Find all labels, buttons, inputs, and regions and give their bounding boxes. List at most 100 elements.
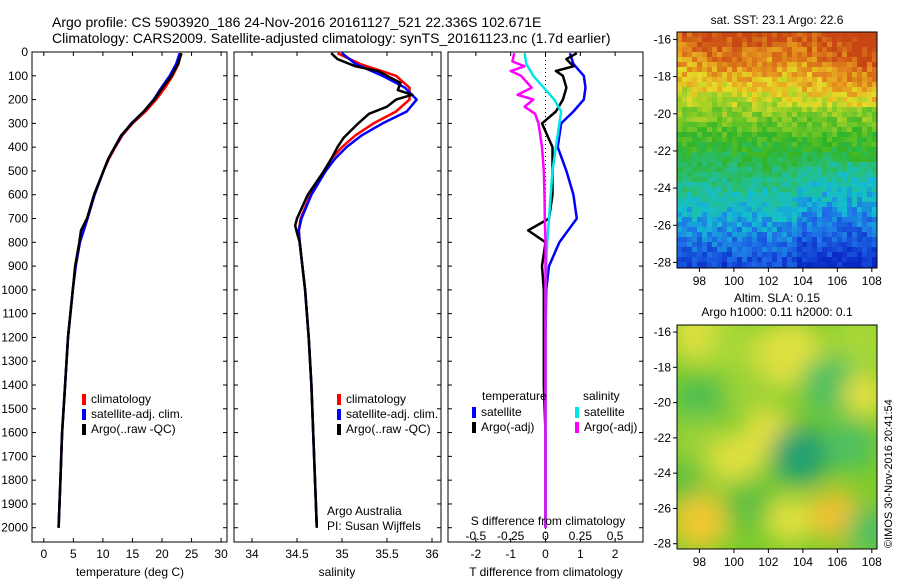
- y-tick-label: 1900: [1, 497, 28, 511]
- t-difference-label: T difference from climatology: [469, 565, 623, 579]
- map-y-tick-label: -24: [654, 181, 672, 195]
- series-line: [509, 52, 547, 528]
- map-y-tick-label: -18: [654, 360, 672, 374]
- x-tick-label: 35: [335, 547, 349, 561]
- map-y-tick-label: -16: [654, 325, 672, 339]
- y-tick-label: 1500: [1, 402, 28, 416]
- map-y-tick-label: -18: [654, 70, 672, 84]
- x-tick-label: 5: [70, 547, 77, 561]
- map-y-tick-label: -28: [654, 537, 672, 551]
- difference-axis-ticks: -2 -1 0 1 2 -0.5 -0.25 0 0.25 0.5: [448, 51, 643, 561]
- x-tick-label: 34: [245, 547, 259, 561]
- x-tick-label: -2: [471, 547, 482, 561]
- legend-swatch: [82, 424, 86, 435]
- map-y-tick-label: -24: [654, 466, 672, 480]
- map-x-tick-label: 100: [724, 555, 744, 569]
- y-tick-label: 1000: [1, 283, 28, 297]
- map-y-tick-label: -22: [654, 431, 672, 445]
- sla-map-frame: [676, 324, 878, 550]
- map-y-tick-label: -26: [654, 218, 672, 232]
- legend-label: satellite: [584, 405, 625, 419]
- y-tick-label: 900: [8, 259, 28, 273]
- y-tick-label: 2000: [1, 521, 28, 535]
- pi-label: PI: Susan Wijffels: [327, 519, 421, 533]
- y-tick-label: 1200: [1, 330, 28, 344]
- map-y-tick-label: -26: [654, 501, 672, 515]
- map-x-tick-label: 98: [693, 274, 707, 288]
- salinity-lines: [293, 52, 418, 528]
- x-tick-label: 0: [542, 547, 549, 561]
- map-x-tick-label: 104: [793, 555, 813, 569]
- legend-title: temperature: [482, 389, 547, 403]
- header-line-1: Argo profile: CS 5903920_186 24-Nov-2016…: [52, 14, 541, 30]
- legend-label: Argo(..raw -QC): [91, 422, 176, 436]
- legend-label: Argo(-adj): [584, 420, 637, 434]
- y-tick-label: 1700: [1, 449, 28, 463]
- x-tick-label: 10: [96, 547, 110, 561]
- y-tick-label: 500: [8, 164, 28, 178]
- difference-legend: temperature salinitysatelliteArgo(-adj)sa…: [472, 389, 637, 434]
- sla-map-title: Altim. SLA: 0.15: [734, 291, 820, 305]
- y-tick-label: 0: [21, 45, 28, 59]
- sst-map-title: sat. SST: 23.1 Argo: 22.6: [711, 13, 844, 27]
- series-line: [57, 52, 183, 528]
- x-tick-label: 0: [40, 547, 47, 561]
- sla-map-ticks: 98 100 102 104 106 108 -16 -18 -20 -22 -24 -26 -28: [654, 325, 883, 569]
- x-tick-label: 36: [425, 547, 439, 561]
- map-x-tick-label: 100: [724, 274, 744, 288]
- legend-label: climatology: [91, 392, 151, 406]
- legend-swatch: [337, 409, 341, 420]
- y-tick-label: 1600: [1, 426, 28, 440]
- y-tick-label: 100: [8, 69, 28, 83]
- map-y-tick-label: -28: [654, 255, 672, 269]
- series-line: [293, 52, 414, 528]
- legend-swatch: [337, 394, 341, 405]
- temperature-axis-ticks: 0 5 10 15 20 25 300100200300400500600700800900…: [1, 45, 228, 561]
- sla-map-panel: Altim. SLA: 0.15 Argo h1000: 0.11 h2000:…: [654, 291, 883, 569]
- legend-swatch: [575, 422, 579, 433]
- map-x-tick-label: 102: [758, 274, 778, 288]
- salinity-panel: 34 34.5 35 35.5 36 salinity climatologysatel…: [233, 51, 442, 579]
- legend-swatch: [82, 394, 86, 405]
- s-tick-label: 0: [542, 529, 549, 543]
- y-tick-label: 1400: [1, 378, 28, 392]
- salinity-xlabel: salinity: [319, 565, 356, 579]
- salinity-axis-ticks: 34 34.5 35 35.5 36: [234, 51, 441, 561]
- map-x-tick-label: 108: [862, 274, 882, 288]
- y-tick-label: 1100: [2, 307, 28, 321]
- sst-map-ticks: 98 100 102 104 106 108 -16 -18 -20 -22 -24 -26 -28: [654, 32, 883, 288]
- s-difference-label: S difference from climatology: [471, 514, 626, 528]
- y-tick-label: 800: [8, 235, 28, 249]
- s-tick-label: 0.25: [569, 529, 593, 543]
- legend-label: Argo(-adj): [481, 420, 534, 434]
- sst-map-frame: [676, 31, 878, 269]
- legend-label: satellite: [481, 405, 522, 419]
- x-tick-label: 2: [612, 547, 619, 561]
- legend-swatch: [575, 407, 579, 418]
- sst-map-field: [677, 32, 877, 268]
- x-tick-label: 20: [155, 547, 169, 561]
- legend-label: Argo(..raw -QC): [346, 422, 431, 436]
- map-x-tick-label: 106: [827, 274, 847, 288]
- legend-label: climatology: [346, 392, 406, 406]
- legend-swatch: [472, 407, 476, 418]
- x-tick-label: 30: [214, 547, 228, 561]
- sla-map-field: [677, 325, 877, 549]
- y-tick-label: 300: [8, 116, 28, 130]
- temperature-plot-frame: [31, 51, 228, 543]
- sla-map-title-2: Argo h1000: 0.11 h2000: 0.1: [701, 305, 853, 319]
- x-tick-label: 15: [126, 547, 140, 561]
- y-tick-label: 700: [8, 212, 28, 226]
- map-x-tick-label: 102: [758, 555, 778, 569]
- temperature-lines: [57, 52, 183, 528]
- y-tick-label: 200: [8, 93, 28, 107]
- y-tick-label: 600: [8, 188, 28, 202]
- s-tick-label: -0.25: [497, 529, 525, 543]
- s-tick-label: 0.5: [607, 529, 624, 543]
- difference-lines: [509, 52, 587, 528]
- difference-panel: -2 -1 0 1 2 -0.5 -0.25 0 0.25 0.5 S difference fr…: [447, 51, 644, 579]
- y-tick-label: 1800: [1, 473, 28, 487]
- header-line-2: Climatology: CARS2009. Satellite-adjuste…: [52, 30, 610, 46]
